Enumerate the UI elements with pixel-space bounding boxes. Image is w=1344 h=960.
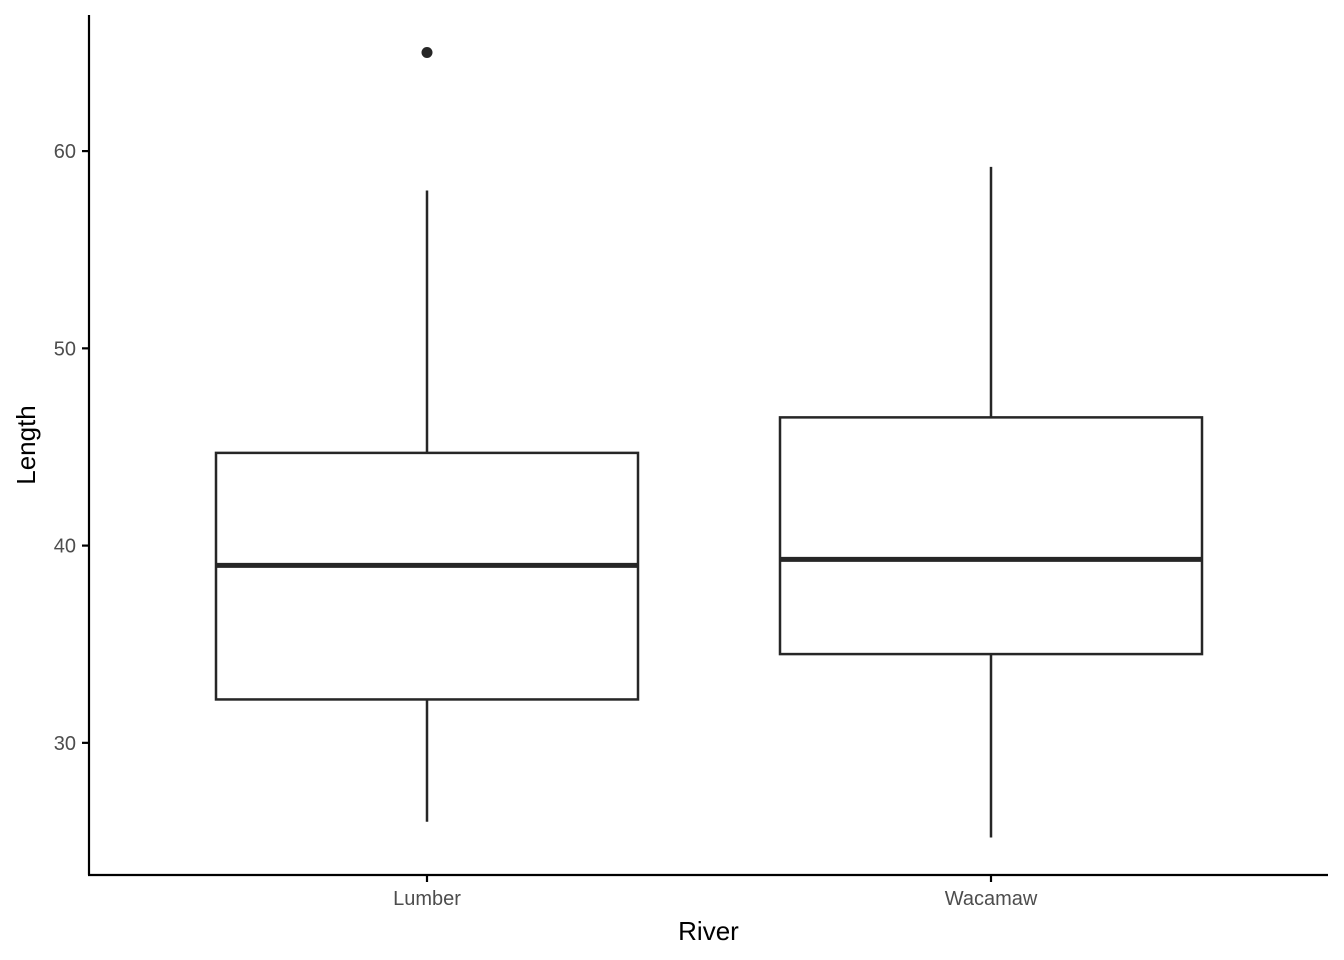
y-tick-label: 50 xyxy=(54,338,76,360)
y-axis-title: Length xyxy=(11,405,41,485)
y-tick-label: 30 xyxy=(54,733,76,755)
iqr-box xyxy=(214,451,640,701)
outlier-point xyxy=(421,46,433,58)
x-tick-label-lumber: Lumber xyxy=(393,888,461,910)
plot-area xyxy=(214,46,1204,838)
x-tick-label-wacamaw: Wacamaw xyxy=(945,888,1038,910)
iqr-box xyxy=(778,416,1204,656)
box-lumber xyxy=(214,46,640,822)
box-wacamaw xyxy=(778,166,1204,838)
y-axis-ticks: 30 40 50 60 xyxy=(54,141,89,755)
y-tick-label: 40 xyxy=(54,536,76,558)
y-tick-label: 60 xyxy=(54,141,76,163)
x-axis-ticks: Lumber Wacamaw xyxy=(393,875,1038,910)
x-axis-title: River xyxy=(678,916,739,946)
